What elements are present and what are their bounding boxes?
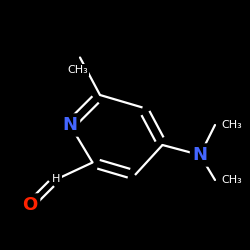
Text: H: H bbox=[52, 174, 60, 184]
Text: N: N bbox=[192, 146, 208, 164]
Text: O: O bbox=[22, 196, 38, 214]
Text: CH₃: CH₃ bbox=[221, 175, 242, 185]
Text: N: N bbox=[62, 116, 78, 134]
Text: CH₃: CH₃ bbox=[67, 65, 88, 75]
Text: CH₃: CH₃ bbox=[221, 120, 242, 130]
